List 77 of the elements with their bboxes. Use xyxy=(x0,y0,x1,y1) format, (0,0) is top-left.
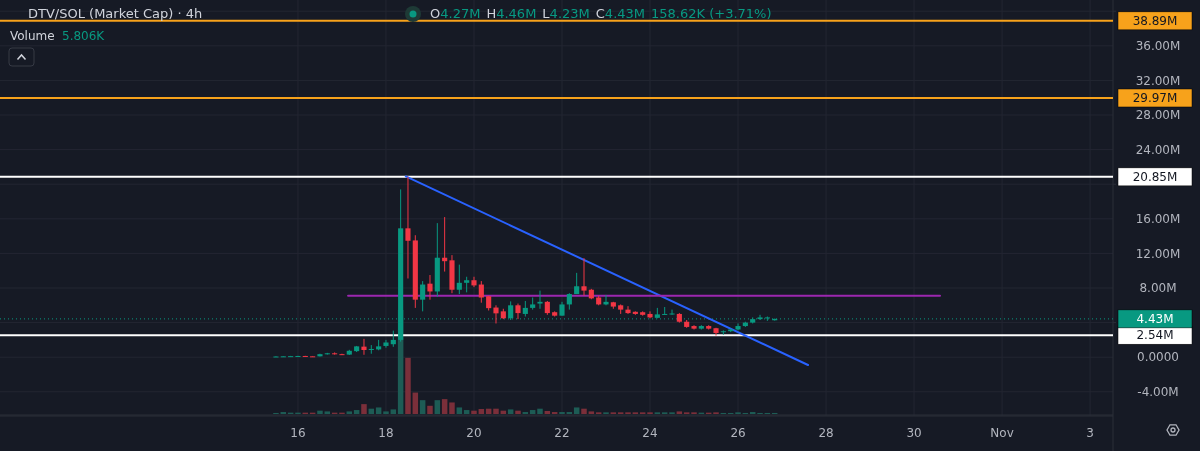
bar xyxy=(375,407,382,414)
annotation: H4.46M xyxy=(486,6,537,21)
candlestick xyxy=(456,264,462,295)
candlestick xyxy=(493,304,499,324)
ref-line-label: 38.89M xyxy=(1132,14,1178,29)
x-tick-label: 26 xyxy=(730,426,746,441)
ref-line-label: 20.85M xyxy=(1132,170,1178,185)
annotation: 5.806K xyxy=(62,29,106,43)
bar xyxy=(507,409,514,414)
y-tick-label: 12.00M xyxy=(1135,246,1181,261)
x-tick-label: 22 xyxy=(554,426,570,441)
y-tick-label: 28.00M xyxy=(1135,108,1181,123)
candlestick xyxy=(332,351,338,356)
bar xyxy=(676,411,683,414)
candlestick xyxy=(581,257,587,297)
ref-line-label: 29.97M xyxy=(1132,91,1178,106)
bar xyxy=(515,410,521,414)
chart-title: Volume xyxy=(10,29,55,43)
candlestick xyxy=(427,274,433,301)
bar xyxy=(361,404,367,414)
candlestick xyxy=(537,290,543,310)
candlestick xyxy=(471,276,477,288)
y-tick-label: 16.00M xyxy=(1135,212,1181,227)
candlestick xyxy=(669,309,675,316)
x-tick-label: 16 xyxy=(290,426,306,441)
bar xyxy=(346,411,353,414)
bar xyxy=(324,411,331,414)
annotation: C4.43M xyxy=(595,6,646,21)
annotation: 158.62K (+3.71%) xyxy=(651,6,772,21)
bar xyxy=(419,400,426,414)
y-tick-label: 32.00M xyxy=(1135,73,1181,88)
bar xyxy=(478,409,485,414)
candlestick xyxy=(405,176,411,279)
bar xyxy=(449,402,455,414)
y-tick-label: 24.00M xyxy=(1135,142,1181,157)
candlestick xyxy=(647,310,653,319)
bar xyxy=(573,407,580,414)
y-tick-label: 0.0000 xyxy=(1137,350,1179,365)
bar xyxy=(434,400,441,414)
x-tick-label: 20 xyxy=(466,426,482,441)
candlestick xyxy=(625,305,631,315)
bar xyxy=(353,410,360,414)
bar xyxy=(537,408,543,414)
ref-line-label: 2.54M xyxy=(1136,328,1174,343)
bar xyxy=(529,410,536,414)
y-tick-label: 36.00M xyxy=(1135,39,1181,54)
candlestick xyxy=(603,294,609,306)
y-tick-label: -4.00M xyxy=(1137,384,1179,399)
x-tick-label: 24 xyxy=(642,426,658,441)
bar xyxy=(493,408,499,414)
bar xyxy=(456,407,463,414)
bar xyxy=(383,411,389,414)
y-tick-label: 8.00M xyxy=(1139,281,1177,296)
x-tick-label: 3 xyxy=(1086,426,1094,441)
candlestick xyxy=(420,280,426,312)
bar xyxy=(405,357,411,414)
candlestick xyxy=(383,339,389,349)
x-tick-label: 28 xyxy=(818,426,834,441)
annotation: O4.27M xyxy=(430,6,481,21)
bar xyxy=(588,411,595,414)
bar xyxy=(427,405,433,414)
x-tick-label: 18 xyxy=(378,426,394,441)
text: DTV/SOL (Market Cap) · 4h xyxy=(28,6,203,21)
bar xyxy=(441,399,448,414)
candlestick xyxy=(478,280,484,304)
candlestick xyxy=(691,324,697,331)
bar xyxy=(463,410,470,414)
bar xyxy=(471,410,477,414)
candlestick xyxy=(720,329,726,336)
bar xyxy=(317,410,323,414)
bar xyxy=(390,409,397,414)
x-tick-label: 30 xyxy=(906,426,922,441)
annotation: L4.23M xyxy=(542,6,590,21)
candlestick xyxy=(361,338,367,356)
ref-line-label: 4.43M xyxy=(1136,312,1174,327)
x-tick-label: Nov xyxy=(990,426,1014,441)
bar xyxy=(581,408,587,414)
